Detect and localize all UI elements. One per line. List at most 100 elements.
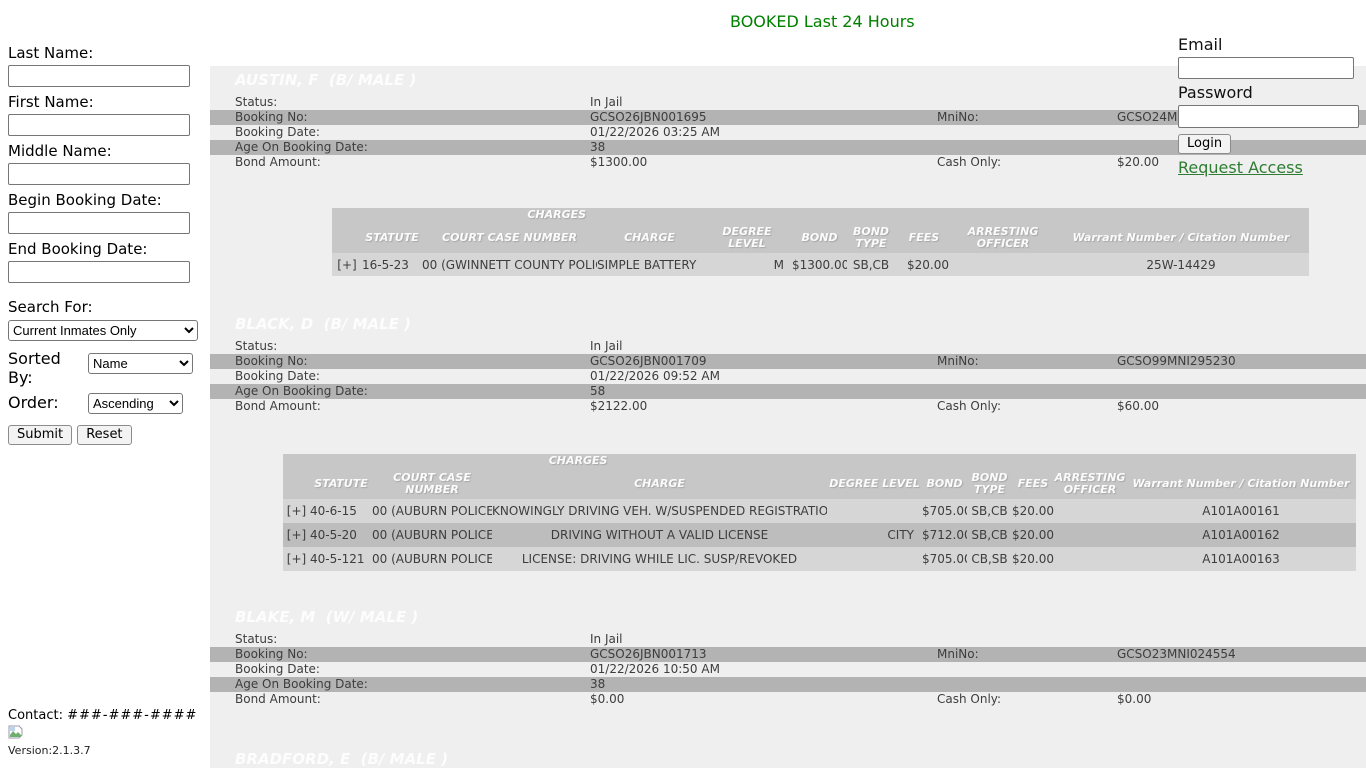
booking-no-label: Booking No:: [235, 110, 308, 124]
last-name-input[interactable]: [8, 65, 190, 87]
arresting-officer-header: ARRESTING OFFICER: [1054, 470, 1126, 496]
statute-header: STATUTE: [314, 476, 368, 490]
warrant-number-value: 25W-14429: [1146, 257, 1216, 272]
bond-type-value: CB,SB: [971, 552, 1008, 566]
fees-value: $20.00: [1012, 504, 1054, 518]
charge-row: [+] 40-6-15 00 (AUBURN POLICE) KNOWINGLY…: [283, 499, 1356, 523]
broken-image-icon: [8, 725, 197, 743]
booking-no-row: Booking No: GCSO26JBN001709 MniNo: GCSO9…: [210, 354, 1366, 369]
booking-date-label: Booking Date:: [235, 125, 320, 139]
expand-charge-button[interactable]: [+]: [286, 528, 307, 542]
middle-name-label: Middle Name:: [8, 142, 112, 160]
booking-date-row: Booking Date: 01/22/2026 10:50 AM: [210, 662, 1366, 677]
contact-phone: ###-###-####: [67, 708, 198, 723]
inmate-record: BLACK, D (B/ MALE ) Status: In Jail Book…: [210, 316, 1366, 571]
end-booking-date-input[interactable]: [8, 261, 190, 283]
fees-value: $20.00: [1012, 528, 1054, 542]
court-case-number-value: 00 (GWINNETT COUNTY POLICE): [422, 257, 597, 272]
statute-value: 40-5-20: [310, 528, 357, 542]
inmate-name: BLACK, D (B/ MALE ): [235, 315, 411, 333]
booking-no-label: Booking No:: [235, 354, 308, 368]
password-field[interactable]: [1178, 105, 1359, 128]
degree-level-value: CITY: [887, 528, 914, 542]
contact-label: Contact:: [8, 708, 63, 723]
charge-row: [+] 16-5-23 00 (GWINNETT COUNTY POLICE) …: [332, 253, 1309, 276]
reset-button[interactable]: Reset: [77, 424, 132, 445]
charge-value: KNOWINGLY DRIVING VEH. W/SUSPENDED REGIS…: [492, 504, 827, 518]
charges-table: CHARGES STATUTE COURT CASE NUMBER CHARGE…: [332, 208, 1309, 276]
search-for-select[interactable]: Current Inmates Only: [8, 320, 198, 341]
charge-header: CHARGE: [624, 230, 675, 244]
bond-amount-row: Bond Amount: $0.00 Cash Only: $0.00: [210, 692, 1366, 707]
charge-value: DRIVING WITHOUT A VALID LICENSE: [550, 528, 769, 542]
mnino-label: MniNo:: [937, 354, 979, 368]
charge-value: LICENSE: DRIVING WHILE LIC. SUSP/REVOKED: [521, 552, 798, 566]
login-box: Email Password Login Request Access: [1178, 35, 1359, 177]
charge-row: [+] 40-5-20 00 (AUBURN POLICE) DRIVING W…: [283, 523, 1356, 547]
booking-no-label: Booking No:: [235, 647, 308, 661]
expand-charge-button[interactable]: [+]: [286, 552, 307, 566]
contact-footer: Contact: ###-###-#### Version:2.1.3.7: [8, 708, 197, 757]
status-value: In Jail: [590, 339, 623, 353]
login-button[interactable]: Login: [1178, 133, 1232, 154]
bond-value: $705.00: [922, 504, 967, 518]
submit-button[interactable]: Submit: [8, 424, 73, 445]
inmate-name: BLAKE, M (W/ MALE ): [235, 608, 419, 626]
mnino-value: GCSO23MNI024554: [1117, 647, 1236, 661]
inmate-record: AUSTIN, F (B/ MALE ) Status: In Jail Boo…: [210, 72, 1366, 276]
status-row: Status: In Jail: [210, 95, 1366, 110]
begin-booking-date-input[interactable]: [8, 212, 190, 234]
request-access-link[interactable]: Request Access: [1178, 157, 1303, 177]
warrant-number-value: A101A00161: [1202, 504, 1280, 518]
page-title: BOOKED Last 24 Hours: [730, 12, 915, 31]
bond-amount-row: Bond Amount: $1300.00 Cash Only: $20.00: [210, 155, 1366, 170]
warrant-number-header: Warrant Number / Citation Number: [1072, 230, 1290, 244]
booking-date-value: 01/22/2026 09:52 AM: [590, 369, 720, 383]
bond-amount-label: Bond Amount:: [235, 399, 321, 413]
cash-only-value: $60.00: [1117, 399, 1159, 413]
email-label: Email: [1178, 35, 1223, 54]
booking-date-value: 01/22/2026 03:25 AM: [590, 125, 720, 139]
cash-only-value: $0.00: [1117, 692, 1152, 706]
first-name-input[interactable]: [8, 114, 190, 136]
age-value: 38: [590, 677, 606, 691]
degree-level-value: M: [773, 257, 784, 272]
age-label: Age On Booking Date:: [235, 677, 368, 691]
expand-charge-button[interactable]: [+]: [337, 257, 357, 272]
degree-level-header: DEGREE LEVEL: [722, 224, 772, 250]
age-value: 58: [590, 384, 606, 398]
status-label: Status:: [235, 95, 278, 109]
status-row: Status: In Jail: [210, 632, 1366, 647]
order-select[interactable]: Ascending: [88, 393, 183, 414]
bond-type-header: BOND TYPE: [971, 470, 1008, 496]
booking-no-row: Booking No: GCSO26JBN001713 MniNo: GCSO2…: [210, 647, 1366, 662]
court-case-number-value: 00 (AUBURN POLICE): [372, 528, 492, 542]
inmate-name: AUSTIN, F (B/ MALE ): [235, 71, 417, 89]
charge-row: [+] 40-5-121 00 (AUBURN POLICE) LICENSE:…: [283, 547, 1356, 571]
expand-charge-button[interactable]: [+]: [286, 504, 307, 518]
bond-value: $1300.00: [792, 257, 847, 272]
charges-caption: CHARGES: [527, 208, 587, 221]
email-field[interactable]: [1178, 57, 1354, 79]
order-label: Order:: [8, 393, 59, 412]
booking-no-row: Booking No: GCSO26JBN001695 MniNo: GCSO2…: [210, 110, 1366, 125]
booking-date-row: Booking Date: 01/22/2026 09:52 AM: [210, 369, 1366, 384]
inmate-name: BRADFORD, E (B/ MALE ): [235, 750, 449, 768]
age-label: Age On Booking Date:: [235, 384, 368, 398]
charges-header-row: STATUTE COURT CASE NUMBER CHARGE DEGREE …: [283, 468, 1356, 499]
sorted-by-select[interactable]: Name: [88, 353, 193, 374]
bond-value: $705.00: [922, 552, 967, 566]
status-label: Status:: [235, 632, 278, 646]
bond-amount-row: Bond Amount: $2122.00 Cash Only: $60.00: [210, 399, 1366, 414]
statute-value: 16-5-23: [362, 257, 409, 272]
booked-records-panel: AUSTIN, F (B/ MALE ) Status: In Jail Boo…: [210, 66, 1366, 768]
status-row: Status: In Jail: [210, 339, 1366, 354]
mnino-label: MniNo:: [937, 647, 979, 661]
middle-name-input[interactable]: [8, 163, 190, 185]
booking-date-label: Booking Date:: [235, 662, 320, 676]
charge-header: CHARGE: [634, 476, 685, 490]
charges-table: CHARGES STATUTE COURT CASE NUMBER CHARGE…: [283, 454, 1356, 571]
bond-header: BOND: [801, 230, 838, 244]
age-value: 38: [590, 140, 606, 154]
booking-date-value: 01/22/2026 10:50 AM: [590, 662, 720, 676]
